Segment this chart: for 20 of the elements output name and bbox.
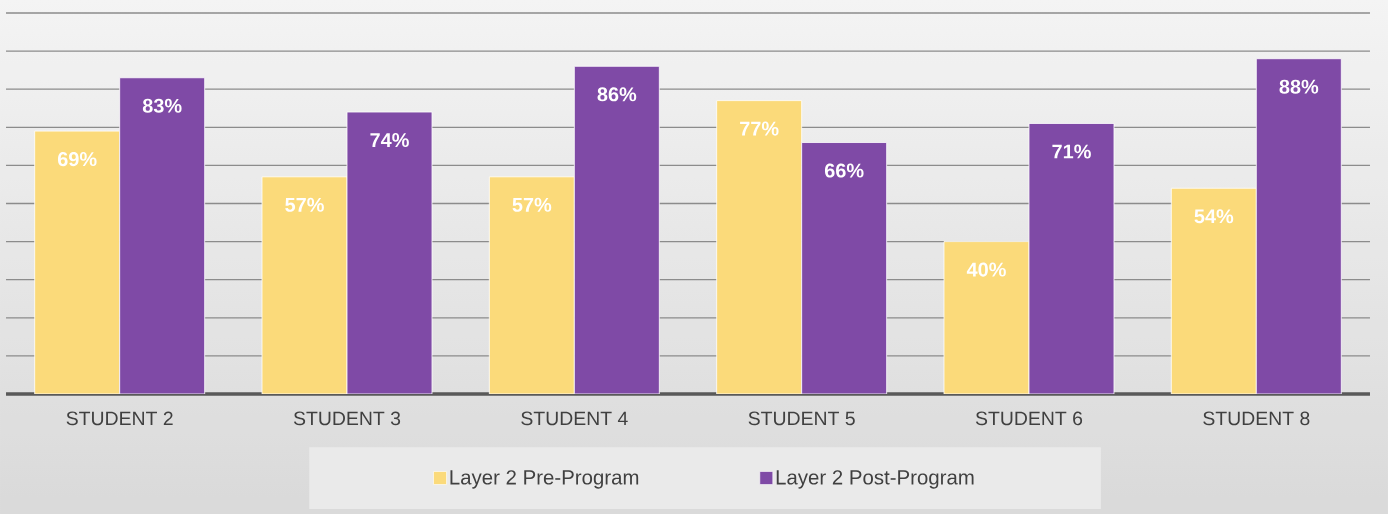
data-label: 69%	[57, 152, 97, 167]
data-label: 77%	[740, 121, 779, 136]
x-tick-label: STUDENT 3	[293, 411, 401, 426]
data-label: 88%	[1279, 79, 1319, 94]
data-label: 40%	[966, 262, 1006, 277]
data-label: 57%	[512, 197, 552, 212]
x-tick-label: STUDENT 4	[521, 411, 628, 426]
x-tick-label: STUDENT 6	[975, 411, 1083, 426]
data-label: 74%	[370, 133, 409, 148]
data-label: 71%	[1052, 144, 1091, 159]
data-label: 57%	[285, 197, 324, 212]
x-tick-label: STUDENT 8	[1203, 411, 1310, 426]
data-label: 86%	[597, 87, 637, 102]
legend-label: Layer 2 Post-Program	[776, 470, 974, 489]
x-tick-label: STUDENT 2	[66, 411, 173, 426]
data-label: 83%	[142, 98, 182, 113]
data-label: 54%	[1194, 209, 1234, 224]
data-label: 66%	[824, 163, 864, 178]
x-tick-label: STUDENT 5	[748, 411, 855, 426]
legend-label: Layer 2 Pre-Program	[450, 470, 639, 489]
